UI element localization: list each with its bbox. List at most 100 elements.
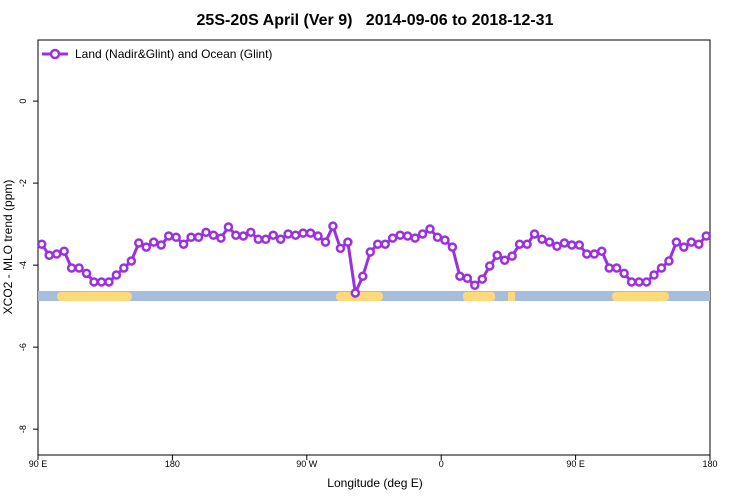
- data-point: [283, 229, 293, 239]
- data-point: [156, 240, 166, 250]
- data-point: [604, 263, 614, 273]
- data-point: [574, 240, 585, 250]
- legend-marker: [49, 48, 61, 60]
- data-point: [358, 271, 368, 281]
- data-point: [313, 231, 323, 241]
- data-point: [51, 249, 62, 259]
- data-point: [470, 280, 480, 290]
- y-tick-label: -8: [18, 425, 28, 433]
- land-ocean-strip: [38, 291, 710, 301]
- data-point: [395, 230, 405, 240]
- data-point: [66, 263, 77, 273]
- y-tick-label: 0: [18, 99, 28, 104]
- data-point: [298, 228, 308, 238]
- land-strip: [612, 292, 669, 301]
- data-point: [611, 263, 622, 273]
- y-tick-label: -6: [18, 343, 28, 351]
- legend-label: Land (Nadir&Glint) and Ocean (Glint): [75, 47, 272, 61]
- data-point: [201, 227, 211, 238]
- data-point: [447, 242, 458, 252]
- data-point: [679, 242, 689, 252]
- data-point: [410, 233, 420, 243]
- data-point: [126, 256, 137, 266]
- data-point: [320, 237, 331, 247]
- land-strip: [463, 292, 495, 301]
- data-point: [641, 277, 652, 287]
- data-point: [275, 234, 286, 245]
- data-point: [387, 233, 398, 243]
- data-point: [626, 277, 637, 287]
- data-point: [432, 232, 443, 242]
- data-point: [701, 231, 712, 241]
- data-point: [208, 230, 219, 240]
- data-point: [350, 288, 361, 298]
- data-point: [365, 247, 376, 257]
- data-point: [111, 270, 122, 280]
- data-point: [619, 268, 629, 279]
- x-axis-label: Longitude (deg E): [327, 476, 422, 490]
- data-point: [529, 229, 540, 239]
- land-strip: [57, 292, 132, 301]
- data-point: [477, 274, 488, 284]
- data-point: [402, 231, 413, 241]
- data-point: [74, 263, 84, 273]
- data-point: [119, 263, 129, 273]
- data-point: [664, 256, 674, 266]
- y-tick-label: -4: [18, 261, 28, 269]
- data-point: [134, 238, 144, 248]
- data-point: [44, 250, 54, 261]
- data-point: [649, 270, 659, 280]
- data-point: [148, 237, 159, 247]
- data-point: [596, 246, 607, 256]
- data-point: [231, 230, 241, 240]
- data-point: [544, 237, 555, 247]
- data-point: [89, 277, 99, 287]
- data-point: [537, 234, 547, 245]
- data-point: [671, 237, 682, 247]
- data-point: [686, 237, 697, 247]
- data-point: [559, 238, 570, 248]
- data-point: [567, 240, 577, 250]
- data-point: [141, 242, 152, 252]
- data-point: [507, 251, 517, 261]
- data-point: [238, 231, 249, 241]
- data-point: [417, 229, 428, 239]
- x-tick-label: 90 E: [566, 459, 585, 469]
- data-point: [193, 232, 204, 242]
- data-point: [96, 277, 107, 287]
- data-point: [260, 234, 271, 245]
- data-point: [589, 249, 600, 259]
- data-point: [268, 230, 278, 240]
- chart-title: 25S-20S April (Ver 9) 2014-09-06 to 2018…: [197, 12, 554, 29]
- data-point: [104, 277, 114, 287]
- land-strip: [508, 292, 515, 301]
- data-point: [484, 261, 495, 271]
- data-point: [216, 233, 226, 243]
- x-tick-label: 90 E: [29, 459, 48, 469]
- data-point: [305, 228, 316, 238]
- data-point: [492, 250, 502, 261]
- x-tick-label: 90 W: [296, 459, 318, 469]
- data-point: [634, 277, 644, 287]
- data-point: [343, 237, 353, 247]
- data-point: [694, 239, 704, 249]
- data-point: [372, 239, 383, 249]
- x-tick-label: 180: [165, 459, 180, 469]
- y-tick-label: -2: [18, 179, 28, 187]
- data-point: [335, 243, 346, 254]
- data-point: [81, 268, 92, 279]
- data-point: [425, 224, 435, 234]
- data-point: [656, 263, 667, 273]
- data-point: [223, 222, 234, 232]
- data-point: [499, 255, 510, 265]
- data-point: [178, 239, 189, 249]
- data-point: [582, 249, 592, 259]
- data-point: [440, 235, 450, 245]
- land-strip: [336, 292, 383, 301]
- data-point: [36, 239, 47, 249]
- data-point: [552, 241, 562, 252]
- series-line: [40, 222, 708, 299]
- data-point: [455, 271, 465, 281]
- data-point: [171, 232, 181, 242]
